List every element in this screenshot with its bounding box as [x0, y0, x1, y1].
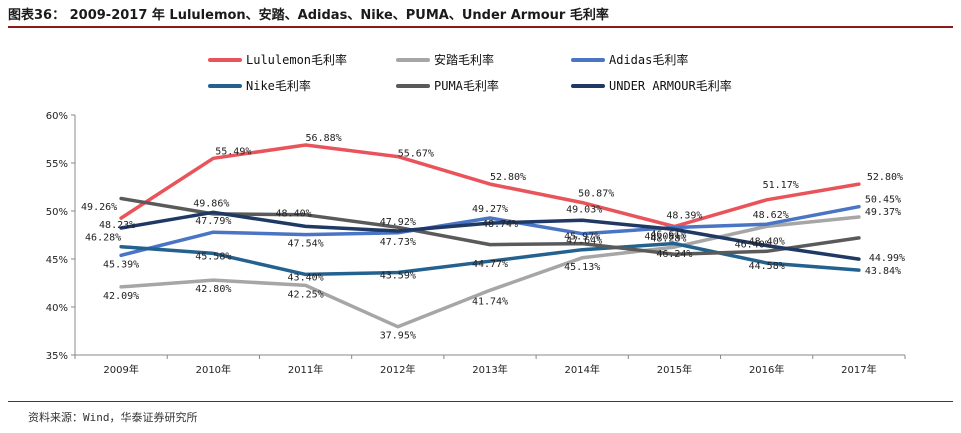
- legend-label: Nike毛利率: [246, 78, 311, 93]
- data-label: 48.74%: [482, 219, 518, 230]
- data-label: 44.58%: [749, 261, 785, 272]
- y-tick-label: 60%: [46, 111, 68, 122]
- source-divider: [8, 401, 953, 402]
- legend: Lululemon毛利率 安踏毛利率 Adidas毛利率 Nike毛利率 PUMA毛利率…: [208, 52, 732, 93]
- data-label: 55.49%: [215, 146, 251, 157]
- data-label: 44.77%: [472, 259, 508, 270]
- y-tick-label: 50%: [46, 207, 68, 218]
- data-label: 46.24%: [656, 249, 692, 260]
- data-label: 48.40%: [276, 208, 312, 219]
- data-label: 51.17%: [763, 180, 799, 191]
- figure-title: 图表36： 2009-2017 年 Lululemon、安踏、Adidas、Ni…: [8, 8, 609, 23]
- data-label: 48.40%: [749, 236, 785, 247]
- title-divider: [8, 26, 953, 28]
- y-tick-label: 40%: [46, 303, 68, 314]
- data-label: 47.79%: [195, 216, 231, 227]
- series-lines: [119, 143, 861, 329]
- data-label: 47.64%: [566, 236, 602, 247]
- data-label: 48.28%: [650, 234, 686, 245]
- legend-label: Adidas毛利率: [609, 52, 688, 67]
- data-label: 37.95%: [380, 331, 416, 342]
- data-label: 49.86%: [193, 198, 229, 209]
- data-label: 46.61%: [650, 230, 686, 241]
- y-tick-label: 45%: [46, 255, 68, 266]
- source-note: 资料来源：Wind，华泰证券研究所: [28, 411, 198, 424]
- series-line: [119, 241, 861, 277]
- data-label: 43.59%: [380, 271, 416, 282]
- legend-label: PUMA毛利率: [434, 78, 499, 93]
- data-label: 46.40%: [735, 240, 771, 251]
- data-label: 52.80%: [490, 172, 526, 183]
- data-label: 48.08%: [644, 231, 680, 242]
- data-label: 48.39%: [666, 211, 702, 222]
- series-line: [119, 143, 861, 229]
- data-label: 47.92%: [380, 217, 416, 228]
- y-tick-label: 35%: [46, 351, 68, 362]
- data-label: 44.99%: [869, 253, 905, 264]
- chart-axes: 35% 40% 45% 50% 55% 60% 2009年 2010年 2011年 2012年 20…: [46, 111, 906, 376]
- legend-label: UNDER ARMOUR毛利率: [609, 78, 732, 93]
- data-label: 49.37%: [865, 207, 901, 218]
- data-label: 43.40%: [288, 272, 324, 283]
- data-label: 42.80%: [195, 284, 231, 295]
- data-label: 47.54%: [288, 239, 324, 250]
- x-tick-label: 2012年: [380, 363, 415, 376]
- data-label: 50.45%: [865, 195, 901, 206]
- data-label: 49.27%: [472, 204, 508, 215]
- data-label: 49.03%: [566, 204, 602, 215]
- data-label: 45.13%: [564, 262, 600, 273]
- data-label: 49.26%: [81, 202, 117, 213]
- data-labels: 49.26% 55.49% 56.88% 55.67% 52.80% 50.87% 48.3…: [81, 133, 905, 342]
- data-label: 45.58%: [195, 251, 231, 262]
- series-line: [119, 210, 861, 261]
- legend-label: 安踏毛利率: [434, 52, 494, 67]
- data-label: 45.39%: [103, 259, 139, 270]
- data-label: 43.84%: [865, 266, 901, 277]
- data-label: 47.73%: [380, 237, 416, 248]
- data-label: 50.87%: [578, 189, 614, 200]
- x-tick-label: 2014年: [564, 363, 599, 376]
- x-tick-label: 2015年: [657, 363, 692, 376]
- data-label: 52.80%: [867, 172, 903, 183]
- x-tick-label: 2017年: [841, 363, 876, 376]
- data-label: 42.09%: [103, 291, 139, 302]
- data-label: 46.28%: [85, 233, 121, 244]
- x-tick-label: 2010年: [196, 363, 231, 376]
- data-label: 45.97%: [564, 232, 600, 243]
- y-tick-label: 55%: [46, 159, 68, 170]
- series-line: [119, 196, 861, 256]
- x-tick-label: 2009年: [103, 363, 138, 376]
- data-label: 42.25%: [288, 289, 324, 300]
- x-tick-label: 2011年: [288, 363, 323, 376]
- data-label: 48.23%: [99, 220, 135, 231]
- data-label: 41.74%: [472, 296, 508, 307]
- legend-label: Lululemon毛利率: [246, 52, 347, 67]
- x-tick-label: 2013年: [472, 363, 507, 376]
- data-label: 55.67%: [398, 149, 434, 160]
- x-tick-label: 2016年: [749, 363, 784, 376]
- series-line: [119, 204, 861, 258]
- data-label: 48.62%: [753, 210, 789, 221]
- data-label: 56.88%: [306, 133, 342, 144]
- series-line: [119, 215, 861, 329]
